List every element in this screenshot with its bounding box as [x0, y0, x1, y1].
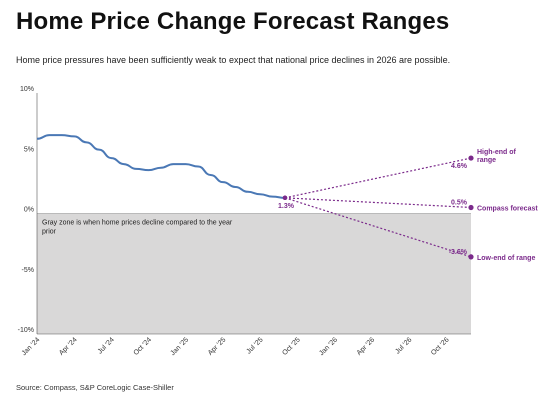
decline-zone — [37, 213, 471, 334]
x-tick-label: Apr '24 — [58, 336, 79, 357]
forecast-end-point — [468, 204, 474, 211]
forecast-series-name: Compass forecast — [477, 205, 538, 212]
x-tick-label: Oct '25 — [281, 336, 302, 357]
x-tick-label: Jul '26 — [394, 336, 413, 355]
forecast-line — [284, 197, 472, 209]
forecast-line — [284, 157, 472, 199]
forecast-line — [284, 197, 472, 258]
x-tick-label: Jan '26 — [318, 336, 339, 357]
decline-zone-note-cont: prior — [42, 229, 57, 236]
forecast-start-point — [282, 195, 288, 201]
y-axis: 10% 5% 0% -5% -10% — [18, 86, 471, 334]
y-tick-label: -5% — [22, 267, 34, 274]
x-axis-ticks: Jan '24 Apr '24 Jul '24 Oct '24 Jan '25 Apr '… — [21, 336, 451, 357]
forecast-value-label: 4.6% — [451, 163, 468, 170]
forecast-series-name: Low-end of range — [477, 255, 535, 262]
x-tick-label: Jan '24 — [21, 336, 42, 357]
y-tick-label: 5% — [24, 146, 34, 153]
forecast-series-name-line: range — [477, 157, 496, 164]
forecast-series-name: High-end of range — [477, 149, 517, 164]
forecast-end-point — [468, 254, 474, 260]
last-actual-label: 1.3% — [278, 203, 295, 210]
chart-subtitle: Home price pressures have been sufficien… — [16, 55, 451, 65]
history-series-line — [36, 134, 286, 199]
y-tick-label: -10% — [18, 327, 34, 334]
forecast-end-point — [468, 155, 474, 161]
y-tick-label: 10% — [20, 86, 34, 93]
x-tick-label: Jul '24 — [97, 336, 116, 355]
x-tick-label: Oct '24 — [133, 336, 154, 357]
x-tick-label: Jul '25 — [246, 336, 265, 355]
x-tick-label: Oct '26 — [430, 336, 451, 357]
forecast-value-label: -3.6% — [449, 249, 468, 256]
forecast-series: 4.6% High-end of range 0.5% Compass forecast… — [282, 149, 538, 262]
chart-title: Home Price Change Forecast Ranges — [16, 8, 450, 35]
decline-zone-note: Gray zone is when home prices decline co… — [42, 220, 233, 227]
x-tick-label: Apr '25 — [207, 336, 228, 357]
y-tick-label: 0% — [24, 207, 34, 214]
x-tick-label: Jan '25 — [169, 336, 190, 357]
forecast-series-name-line: High-end of — [477, 149, 517, 156]
forecast-value-label: 0.5% — [451, 199, 468, 206]
x-tick-label: Apr '26 — [356, 336, 377, 357]
source-note: Source: Compass, S&P CoreLogic Case-Shil… — [16, 383, 174, 392]
